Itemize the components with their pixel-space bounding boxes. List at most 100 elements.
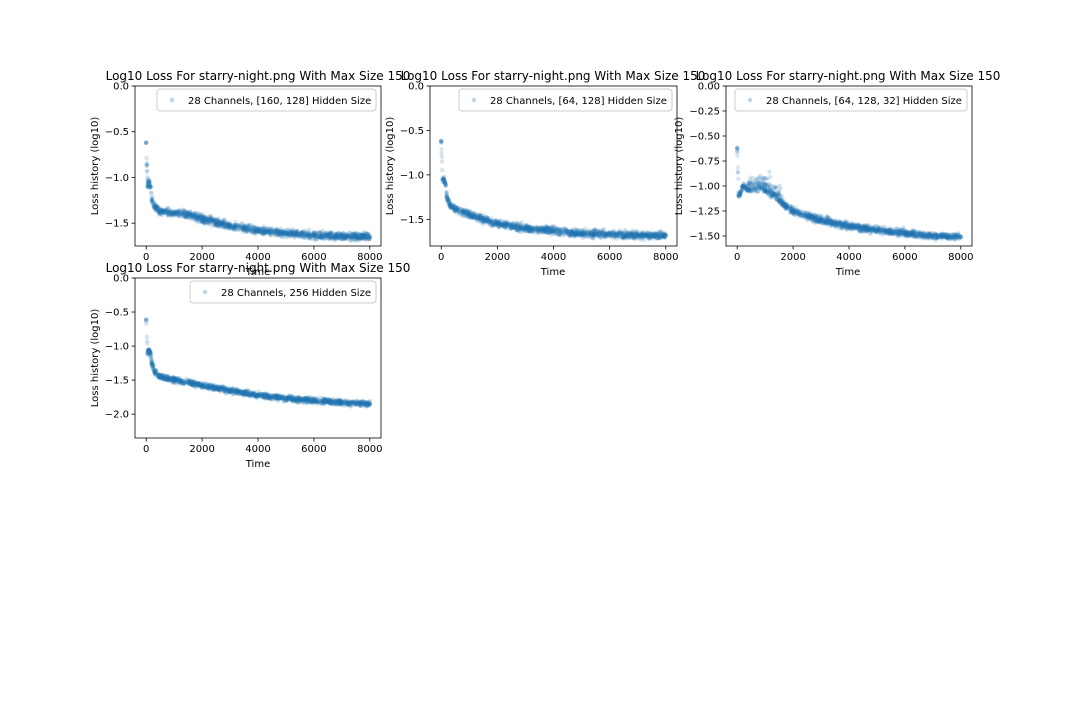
data-point <box>822 217 827 222</box>
data-point <box>327 232 332 237</box>
data-point <box>362 230 367 235</box>
data-point <box>842 221 847 226</box>
data-point <box>447 202 452 207</box>
data-point <box>736 190 741 195</box>
data-point <box>333 235 339 240</box>
data-point <box>536 228 541 233</box>
data-point <box>301 229 306 234</box>
data-point <box>225 221 230 227</box>
data-point <box>749 180 754 185</box>
data-point <box>912 228 917 234</box>
data-point <box>260 229 266 234</box>
data-point <box>280 231 285 236</box>
data-point <box>258 229 263 234</box>
data-point <box>475 216 481 222</box>
data-point <box>344 400 350 405</box>
data-point <box>572 226 577 232</box>
data-point <box>777 199 783 204</box>
data-point <box>590 231 596 237</box>
data-point <box>748 186 753 192</box>
data-point <box>526 223 531 228</box>
y-tick-label: 0.0 <box>408 82 424 93</box>
data-point <box>831 220 837 225</box>
data-point <box>528 228 534 233</box>
data-point <box>314 399 319 404</box>
data-point <box>511 224 517 230</box>
data-point <box>769 193 775 199</box>
data-point <box>275 393 280 399</box>
data-point <box>619 230 624 235</box>
data-point <box>567 232 572 238</box>
data-point <box>647 235 652 240</box>
data-point <box>622 227 628 233</box>
data-point <box>648 235 653 240</box>
data-point <box>221 385 226 390</box>
data-point <box>815 217 820 222</box>
data-point <box>168 211 174 216</box>
data-point <box>901 229 906 235</box>
data-point <box>247 393 253 398</box>
data-point <box>863 227 868 233</box>
data-point <box>873 229 878 234</box>
data-point <box>810 213 816 218</box>
data-point <box>632 234 638 240</box>
data-point <box>849 223 855 228</box>
data-point <box>474 215 479 220</box>
data-point <box>250 224 255 229</box>
data-point <box>349 234 355 239</box>
data-point <box>791 212 797 217</box>
data-point <box>168 376 173 381</box>
data-point <box>496 221 501 226</box>
data-point <box>768 174 773 179</box>
data-point <box>190 382 195 387</box>
data-point <box>802 209 807 215</box>
data-point <box>365 233 370 239</box>
data-point <box>841 221 846 226</box>
data-point <box>196 383 201 388</box>
data-point <box>535 226 540 231</box>
data-point <box>813 216 818 221</box>
data-point <box>898 230 904 235</box>
data-point <box>568 230 573 236</box>
data-point <box>322 399 327 404</box>
data-point <box>364 403 369 408</box>
data-point <box>310 232 315 238</box>
y-tick-label: −0.75 <box>689 157 720 168</box>
data-point <box>295 231 301 237</box>
data-point <box>582 232 588 237</box>
data-point <box>293 232 298 237</box>
data-point <box>229 387 234 392</box>
data-point <box>181 212 186 217</box>
data-point <box>337 402 343 407</box>
data-point <box>227 389 232 394</box>
data-point <box>294 230 299 235</box>
data-point <box>202 217 207 222</box>
data-point <box>861 224 866 229</box>
data-point <box>285 395 291 400</box>
data-point <box>570 231 576 236</box>
data-point <box>289 232 295 237</box>
data-point <box>640 233 645 238</box>
data-point <box>213 222 219 227</box>
data-point <box>228 224 233 229</box>
data-point <box>821 219 826 224</box>
data-point <box>830 221 836 226</box>
data-point <box>939 234 945 240</box>
data-point <box>567 230 572 236</box>
data-point <box>564 227 570 233</box>
data-point <box>916 233 922 239</box>
data-point <box>306 232 311 238</box>
data-point <box>348 237 353 243</box>
data-point <box>154 204 159 210</box>
data-point <box>322 231 328 236</box>
data-point <box>645 231 650 236</box>
data-point <box>859 228 864 233</box>
data-point <box>226 223 231 229</box>
data-point <box>315 237 320 242</box>
data-point <box>317 230 323 236</box>
data-point <box>520 226 525 231</box>
data-point <box>338 401 344 406</box>
data-point <box>657 235 663 240</box>
data-point <box>320 399 326 404</box>
data-point <box>797 212 802 217</box>
